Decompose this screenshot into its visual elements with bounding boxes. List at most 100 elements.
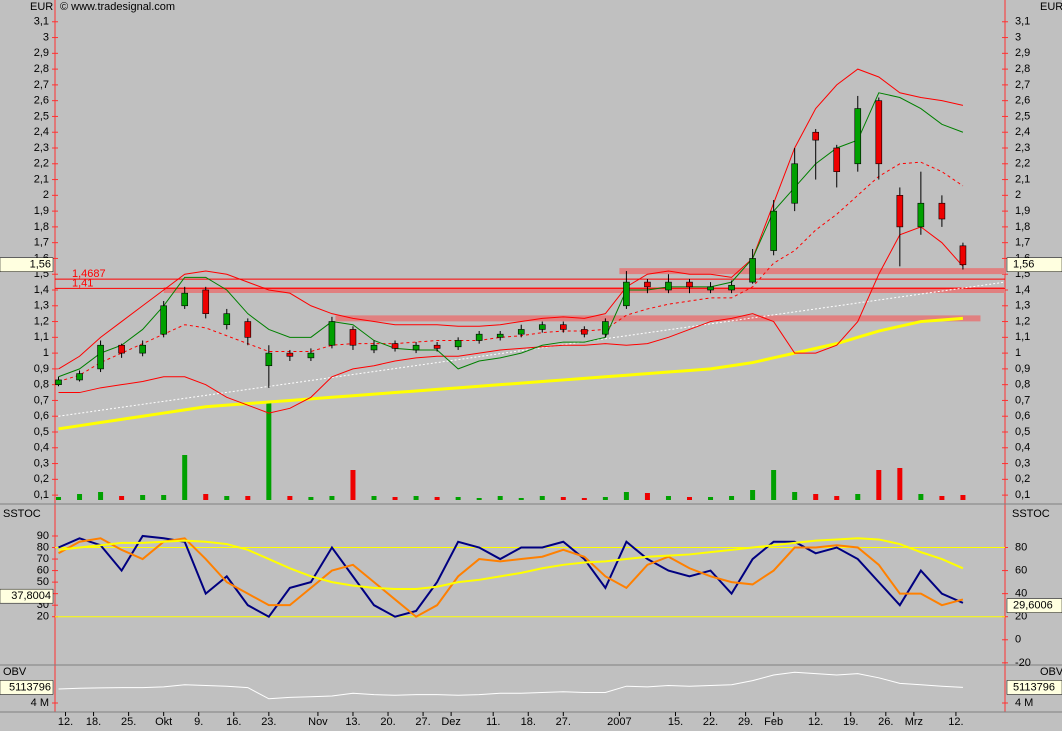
volume-bar [792,492,798,500]
y-tick-label: 0 [1015,634,1021,646]
volume-bar [771,470,777,500]
candle-body [538,324,546,330]
y-tick-label: 2,6 [34,95,49,107]
volume-bar [918,494,924,500]
y-tick-label: 0,2 [34,473,49,485]
volume-bar [455,497,461,500]
x-tick-label: Mrz [905,716,923,728]
indicator-line [58,68,964,370]
candle-body [181,292,189,307]
last-value-label: 1,56 [30,259,51,271]
volume-bar [119,496,125,500]
y-tick-label: 1,9 [34,205,49,217]
candle-body [791,163,798,204]
x-tick-label: Dez [441,716,461,728]
last-value-label: 29,6006 [1013,600,1053,612]
x-tick-label: 18. [86,716,101,728]
volume-bar [245,496,251,500]
y-tick-label: 0,1 [34,489,49,501]
y-tick-label: 1,8 [1015,221,1030,233]
y-tick-label: 1,9 [1015,205,1030,217]
candle-body [118,344,125,354]
y-tick-label: 0,4 [1015,442,1030,454]
x-tick-label: 25. [121,716,136,728]
last-value-box [0,680,54,695]
candle-body [896,195,904,228]
volume-bar [602,497,608,500]
volume-bar [308,497,314,500]
last-value-label: 5113796 [9,681,51,693]
last-value-label: 5113796 [1013,681,1055,693]
candle-body [97,344,104,370]
x-tick-label: 13. [345,716,360,728]
y-tick-label: 2 [1015,189,1021,201]
volume-bar [581,498,587,500]
y-tick-label: 2,5 [34,110,49,122]
y-tick-label: 3 [1015,31,1021,43]
y-tick-label: 0,8 [1015,379,1030,391]
volume-bar [56,497,62,500]
candle-body [875,100,883,165]
watermark: © www.tradesignal.com [60,1,175,13]
last-value-label: 1,56 [1013,259,1034,271]
y-tick-label: 0,6 [1015,410,1030,422]
x-tick-label: Feb [764,716,783,728]
candle-body [412,344,420,351]
y-tick-label: 2 [43,189,49,201]
candle-body [560,324,567,330]
y-tick-label: 0,6 [34,410,49,422]
volume-bar [665,496,671,500]
volume-bar [224,496,230,500]
y-tick-label: 2,6 [1015,95,1030,107]
y-tick-label: 0,9 [1015,363,1030,375]
candle-body [160,305,167,335]
candle-body [496,333,504,338]
y-tick-label: 20 [1015,611,1027,623]
y-tick-label: 2,1 [34,173,49,185]
candle-body [707,286,714,291]
y-tick-label: 1,1 [1015,331,1030,343]
x-tick-label: 23. [261,716,276,728]
y-tick-label: 0,7 [1015,394,1030,406]
x-tick-label: 20. [380,716,395,728]
y-tick-label: 90 [37,530,49,542]
candle-body [244,321,252,338]
volume-bar [182,455,188,500]
volume-bar [266,403,272,500]
volume-bar [371,496,377,500]
y-tick-label: 1,7 [34,237,49,249]
x-tick-label: 27. [556,716,571,728]
candle-body [286,352,294,357]
y-tick-label: 1,7 [1015,237,1030,249]
y-tick-label: 40 [1015,588,1027,600]
x-tick-label: 12. [808,716,823,728]
y-tick-label: 4 M [31,697,49,709]
volume-bar [644,493,650,500]
volume-bar [434,497,440,500]
candle-body [644,281,651,288]
y-tick-label: 1,2 [34,315,49,327]
volume-bar [834,496,840,500]
x-tick-label: 15. [668,716,683,728]
y-tick-label: 2,9 [34,47,49,59]
indicator-line [58,537,964,591]
level-label: 1,4687 [72,268,106,280]
candle-body [854,108,862,165]
y-tick-label: 1 [1015,347,1021,359]
last-value-box [1006,680,1062,695]
panel-title: OBV [1040,666,1062,678]
candle-body [454,340,462,348]
indicator-line [58,671,963,700]
x-tick-label: 11. [486,716,500,728]
volume-bar [392,497,398,500]
volume-bar [140,495,146,500]
volume-bar [708,497,714,500]
y-tick-label: 0,5 [1015,426,1030,438]
volume-bar [497,496,503,500]
candle-body [265,352,273,367]
y-tick-label: 1,4 [34,284,49,296]
x-tick-label: 26. [878,716,893,728]
y-tick-label: 3,1 [1015,16,1030,28]
